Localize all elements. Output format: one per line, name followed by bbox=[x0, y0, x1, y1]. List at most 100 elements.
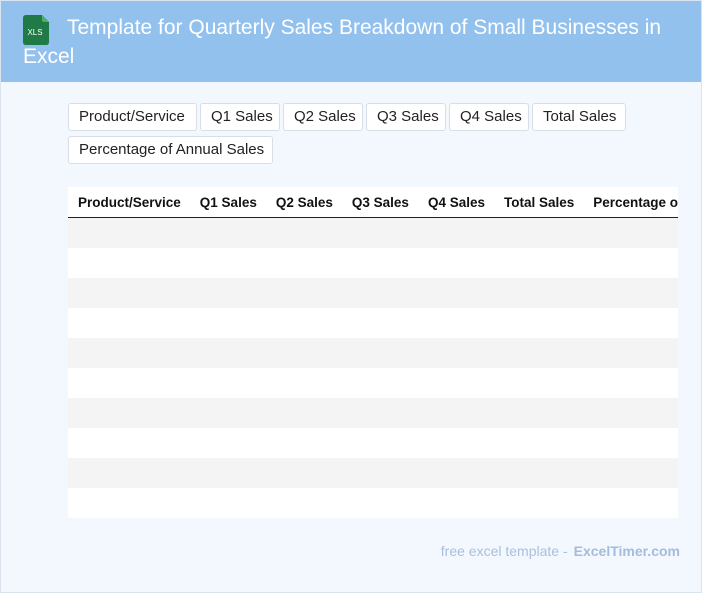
table-row bbox=[68, 248, 678, 278]
table-cell[interactable] bbox=[265, 278, 342, 308]
table-body bbox=[68, 217, 678, 518]
table-cell[interactable] bbox=[583, 248, 678, 278]
table-cell[interactable] bbox=[417, 278, 494, 308]
header-product-service: Product/Service bbox=[68, 187, 190, 218]
footer-credit: free excel template - ExcelTimer.com bbox=[441, 543, 680, 559]
table-cell[interactable] bbox=[68, 217, 190, 248]
table-cell[interactable] bbox=[493, 217, 584, 248]
table-cell[interactable] bbox=[583, 488, 678, 518]
table-cell[interactable] bbox=[68, 338, 190, 368]
table-cell[interactable] bbox=[583, 428, 678, 458]
table-cell[interactable] bbox=[583, 217, 678, 248]
table-row bbox=[68, 278, 678, 308]
table-row bbox=[68, 398, 678, 428]
table-cell[interactable] bbox=[341, 398, 418, 428]
header-q3-sales: Q3 Sales bbox=[341, 187, 418, 218]
excel-file-icon: XLS bbox=[23, 15, 49, 45]
table-cell[interactable] bbox=[493, 278, 584, 308]
table-cell[interactable] bbox=[493, 458, 584, 488]
page-title: Template for Quarterly Sales Breakdown o… bbox=[23, 16, 662, 68]
table-cell[interactable] bbox=[68, 278, 190, 308]
table-cell[interactable] bbox=[341, 248, 418, 278]
table-header-row: Product/Service Q1 Sales Q2 Sales Q3 Sal… bbox=[68, 187, 678, 218]
table-cell[interactable] bbox=[189, 217, 266, 248]
table-cell[interactable] bbox=[68, 458, 190, 488]
table-cell[interactable] bbox=[265, 217, 342, 248]
table-cell[interactable] bbox=[493, 488, 584, 518]
table-cell[interactable] bbox=[341, 308, 418, 338]
header-q1-sales: Q1 Sales bbox=[189, 187, 266, 218]
table-cell[interactable] bbox=[341, 458, 418, 488]
table-cell[interactable] bbox=[583, 338, 678, 368]
table-cell[interactable] bbox=[265, 308, 342, 338]
table-cell[interactable] bbox=[341, 217, 418, 248]
table-cell[interactable] bbox=[265, 368, 342, 398]
table-cell[interactable] bbox=[189, 278, 266, 308]
chip-q2-sales[interactable]: Q2 Sales bbox=[283, 103, 363, 131]
table-cell[interactable] bbox=[265, 458, 342, 488]
table-cell[interactable] bbox=[68, 308, 190, 338]
table-row bbox=[68, 217, 678, 248]
table-cell[interactable] bbox=[493, 398, 584, 428]
table-row bbox=[68, 488, 678, 518]
chip-product-service[interactable]: Product/Service bbox=[68, 103, 197, 131]
table-cell[interactable] bbox=[341, 428, 418, 458]
table-cell[interactable] bbox=[583, 308, 678, 338]
table-cell[interactable] bbox=[341, 368, 418, 398]
table-cell[interactable] bbox=[68, 428, 190, 458]
table-cell[interactable] bbox=[493, 248, 584, 278]
table-cell[interactable] bbox=[189, 368, 266, 398]
table-cell[interactable] bbox=[68, 488, 190, 518]
excel-icon-label: XLS bbox=[27, 28, 42, 37]
table-cell[interactable] bbox=[265, 338, 342, 368]
table-cell[interactable] bbox=[189, 338, 266, 368]
table-cell[interactable] bbox=[417, 308, 494, 338]
table-cell[interactable] bbox=[583, 278, 678, 308]
footer-brand-link[interactable]: ExcelTimer.com bbox=[573, 543, 680, 559]
table-cell[interactable] bbox=[493, 338, 584, 368]
table-cell[interactable] bbox=[583, 458, 678, 488]
chip-q4-sales[interactable]: Q4 Sales bbox=[449, 103, 529, 131]
sales-table: Product/Service Q1 Sales Q2 Sales Q3 Sal… bbox=[68, 187, 678, 518]
table-cell[interactable] bbox=[417, 428, 494, 458]
table-cell[interactable] bbox=[68, 368, 190, 398]
header-total-sales: Total Sales bbox=[493, 187, 584, 218]
header-percentage-annual-sales: Percentage of Annual Sales bbox=[583, 187, 678, 218]
table-cell[interactable] bbox=[265, 248, 342, 278]
table-cell[interactable] bbox=[493, 308, 584, 338]
table-cell[interactable] bbox=[341, 278, 418, 308]
table-row bbox=[68, 338, 678, 368]
table-row bbox=[68, 458, 678, 488]
table-cell[interactable] bbox=[417, 248, 494, 278]
table-cell[interactable] bbox=[493, 368, 584, 398]
table-cell[interactable] bbox=[189, 428, 266, 458]
table-cell[interactable] bbox=[583, 398, 678, 428]
table-cell[interactable] bbox=[417, 488, 494, 518]
table-cell[interactable] bbox=[341, 338, 418, 368]
table-cell[interactable] bbox=[265, 398, 342, 428]
table-cell[interactable] bbox=[189, 398, 266, 428]
chip-q1-sales[interactable]: Q1 Sales bbox=[200, 103, 280, 131]
table-cell[interactable] bbox=[189, 308, 266, 338]
table-cell[interactable] bbox=[493, 428, 584, 458]
table-cell[interactable] bbox=[189, 458, 266, 488]
table-cell[interactable] bbox=[417, 398, 494, 428]
table-cell[interactable] bbox=[68, 248, 190, 278]
table-cell[interactable] bbox=[265, 428, 342, 458]
table-cell[interactable] bbox=[417, 458, 494, 488]
footer-text: free excel template - bbox=[440, 543, 568, 559]
table-cell[interactable] bbox=[265, 488, 342, 518]
table-row bbox=[68, 308, 678, 338]
table-cell[interactable] bbox=[583, 368, 678, 398]
table-cell[interactable] bbox=[189, 248, 266, 278]
table-cell[interactable] bbox=[68, 398, 190, 428]
table-cell[interactable] bbox=[341, 488, 418, 518]
chip-q3-sales[interactable]: Q3 Sales bbox=[366, 103, 446, 131]
table-cell[interactable] bbox=[417, 338, 494, 368]
chip-total-sales[interactable]: Total Sales bbox=[532, 103, 626, 131]
table-cell[interactable] bbox=[189, 488, 266, 518]
sales-table-container: Product/Service Q1 Sales Q2 Sales Q3 Sal… bbox=[68, 187, 678, 518]
chip-percentage-annual-sales[interactable]: Percentage of Annual Sales bbox=[68, 136, 273, 164]
table-cell[interactable] bbox=[417, 217, 494, 248]
table-cell[interactable] bbox=[417, 368, 494, 398]
